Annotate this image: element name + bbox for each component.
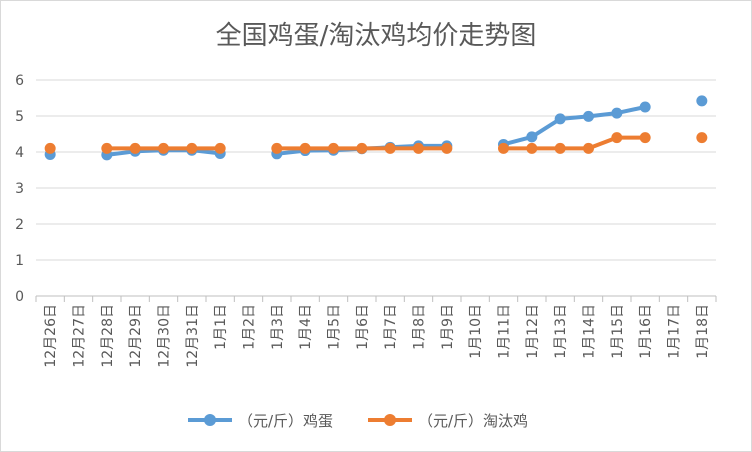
- x-tick-label: 1月8日: [412, 304, 428, 350]
- data-point: [158, 142, 169, 154]
- x-tick-label: 1月11日: [497, 304, 513, 359]
- data-point: [583, 110, 594, 122]
- data-point: [611, 107, 623, 119]
- data-point: [441, 142, 453, 154]
- x-tick-label: 1月9日: [440, 304, 456, 350]
- series-1: [44, 95, 708, 161]
- y-axis-ticks: 0 1 2 3 4 5 6: [15, 73, 24, 305]
- x-tick-label: 1月4日: [298, 304, 314, 350]
- data-point: [328, 142, 339, 154]
- y-tick-label: 4: [15, 145, 24, 161]
- data-point: [384, 142, 396, 154]
- x-tick-label: 1月18日: [695, 304, 711, 359]
- x-tick-label: 1月3日: [270, 304, 286, 350]
- x-tick-label: 12月31日: [185, 304, 201, 368]
- x-tick-label: 1月17日: [667, 304, 683, 359]
- legend-label: （元/斤）鸡蛋: [238, 412, 333, 430]
- x-tick-label: 1月1日: [213, 304, 229, 350]
- x-tick-label: 1月6日: [355, 304, 371, 350]
- series-group: [44, 95, 708, 161]
- x-tick-label: 1月15日: [610, 304, 626, 359]
- data-point: [639, 101, 651, 113]
- x-tick-label: 1月12日: [525, 304, 541, 359]
- data-point: [526, 142, 538, 154]
- data-point: [526, 131, 538, 143]
- x-tick-label: 1月5日: [327, 304, 343, 350]
- y-tick-label: 2: [15, 217, 24, 233]
- data-point: [554, 113, 566, 125]
- legend-marker: [204, 414, 216, 426]
- x-tick-label: 12月30日: [157, 304, 173, 368]
- y-tick-label: 5: [15, 109, 24, 125]
- data-point: [696, 95, 708, 107]
- series-2: [44, 132, 708, 154]
- data-point: [413, 142, 424, 154]
- data-point: [186, 142, 198, 154]
- legend-item-1: （元/斤）鸡蛋: [188, 412, 333, 430]
- data-point: [44, 142, 56, 154]
- x-tick-label: 12月29日: [128, 304, 144, 368]
- data-point: [583, 142, 594, 154]
- y-tick-label: 0: [15, 289, 24, 305]
- x-tick-label: 1月13日: [553, 304, 569, 359]
- x-tick-label: 12月28日: [100, 304, 116, 368]
- y-tick-label: 1: [15, 253, 24, 269]
- data-point: [101, 142, 113, 154]
- chart-title: 全国鸡蛋/淘汰鸡均价走势图: [216, 21, 537, 51]
- x-tick-label: 1月14日: [582, 304, 598, 359]
- data-point: [639, 132, 651, 144]
- data-point: [129, 142, 141, 154]
- x-axis: 12月26日 12月27日 12月28日 12月29日 12月30日 12月31日 1月1日…: [35, 295, 717, 368]
- data-point: [299, 142, 311, 154]
- legend: （元/斤）鸡蛋 （元/斤）淘汰鸡: [188, 412, 528, 430]
- x-tick-label: 12月27日: [72, 304, 88, 368]
- data-point: [696, 132, 708, 144]
- x-tick-label: 1月2日: [242, 304, 258, 350]
- data-point: [214, 142, 226, 154]
- data-point: [554, 142, 566, 154]
- legend-item-2: （元/斤）淘汰鸡: [368, 412, 528, 430]
- legend-marker: [384, 414, 396, 426]
- data-point: [498, 142, 509, 154]
- data-point: [611, 132, 623, 144]
- x-tick-label: 1月7日: [383, 304, 399, 350]
- y-tick-label: 3: [15, 181, 24, 197]
- x-tick-label: 12月26日: [43, 304, 59, 368]
- y-tick-label: 6: [15, 73, 24, 89]
- data-point: [356, 142, 368, 154]
- data-point: [271, 142, 283, 154]
- x-tick-label: 1月10日: [468, 304, 484, 359]
- x-tick-label: 1月16日: [638, 304, 654, 359]
- legend-label: （元/斤）淘汰鸡: [418, 412, 528, 430]
